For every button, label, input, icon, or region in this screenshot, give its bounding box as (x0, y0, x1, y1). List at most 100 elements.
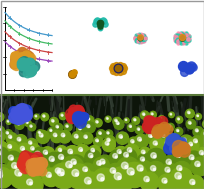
Point (13, 56, 16, 59)
Circle shape (195, 141, 196, 143)
Circle shape (19, 144, 32, 158)
Point (23, 69, 27, 72)
Circle shape (151, 139, 165, 153)
Circle shape (146, 123, 153, 130)
Point (29, 59, 32, 62)
Circle shape (141, 150, 144, 154)
Point (99, 19, 102, 22)
Circle shape (41, 114, 49, 121)
Point (159, 125, 162, 128)
Point (135, 39, 139, 42)
Circle shape (93, 170, 118, 189)
Circle shape (16, 121, 24, 130)
Point (140, 39, 143, 42)
Circle shape (39, 133, 43, 137)
Circle shape (195, 114, 201, 120)
Point (28, 63, 31, 66)
Point (139, 39, 142, 42)
Circle shape (61, 157, 63, 159)
Circle shape (188, 155, 193, 160)
Circle shape (192, 159, 204, 177)
Point (175, 35, 179, 38)
Circle shape (191, 137, 204, 150)
Circle shape (87, 118, 89, 120)
Point (175, 145, 178, 148)
Circle shape (30, 125, 32, 127)
Circle shape (146, 148, 165, 168)
Circle shape (125, 146, 140, 161)
Point (167, 142, 171, 145)
Circle shape (64, 123, 72, 131)
Point (155, 131, 158, 134)
Circle shape (128, 137, 139, 149)
Circle shape (76, 146, 90, 159)
Point (34, 157, 37, 160)
Circle shape (28, 144, 40, 156)
Circle shape (88, 146, 100, 158)
Point (183, 41, 186, 44)
Circle shape (68, 119, 73, 124)
Circle shape (15, 120, 24, 129)
Circle shape (161, 134, 164, 137)
Point (133, 38, 136, 41)
Point (137, 40, 140, 43)
Circle shape (16, 114, 17, 115)
Circle shape (164, 181, 166, 183)
Circle shape (113, 119, 123, 129)
Circle shape (155, 143, 156, 145)
Point (17, 53, 20, 56)
Point (155, 126, 159, 129)
Circle shape (186, 140, 198, 153)
Circle shape (78, 120, 80, 122)
Point (187, 36, 190, 40)
Circle shape (65, 125, 68, 127)
Point (139, 33, 142, 36)
Circle shape (9, 163, 34, 189)
Point (22, 157, 26, 160)
Point (156, 129, 159, 132)
Circle shape (42, 115, 45, 117)
Circle shape (96, 130, 105, 139)
Point (22, 57, 25, 60)
Point (17, 53, 20, 57)
Circle shape (185, 139, 198, 152)
Circle shape (85, 169, 87, 171)
Point (20, 53, 23, 56)
Circle shape (110, 168, 115, 173)
Circle shape (82, 133, 93, 144)
Point (173, 141, 176, 144)
Circle shape (169, 113, 171, 115)
Circle shape (173, 139, 174, 140)
Circle shape (166, 123, 173, 131)
Point (168, 139, 171, 142)
Point (26, 52, 29, 55)
Point (172, 146, 175, 149)
Circle shape (188, 142, 192, 146)
Point (78, 120, 82, 123)
Circle shape (60, 172, 63, 175)
Circle shape (123, 118, 129, 123)
Circle shape (161, 137, 176, 153)
Circle shape (48, 128, 56, 136)
Circle shape (113, 146, 128, 161)
Point (186, 67, 189, 70)
Point (11, 109, 15, 112)
Circle shape (23, 158, 29, 163)
Circle shape (83, 135, 87, 138)
Point (176, 41, 179, 44)
Point (77, 117, 80, 120)
Point (177, 142, 181, 145)
Circle shape (187, 121, 190, 124)
Point (38, 169, 41, 172)
Circle shape (201, 130, 204, 143)
Point (137, 34, 140, 37)
Circle shape (200, 129, 204, 142)
Circle shape (18, 173, 21, 176)
Point (22, 111, 26, 114)
Point (32, 162, 35, 165)
Circle shape (105, 137, 115, 147)
Point (162, 126, 166, 129)
Point (70, 116, 73, 119)
Point (118, 71, 121, 74)
Circle shape (129, 150, 131, 152)
